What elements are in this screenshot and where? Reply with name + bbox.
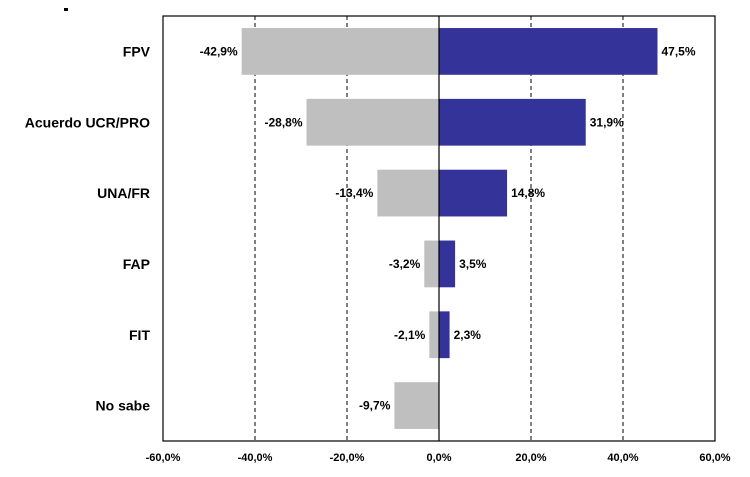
bar — [439, 240, 456, 288]
bar — [377, 169, 439, 217]
category-label: Acuerdo UCR/PRO — [25, 114, 150, 130]
category-labels: FPV Acuerdo UCR/PRO UNA/FR FAP FIT No sabe — [25, 43, 151, 413]
x-tick-label: -20,0% — [330, 452, 365, 464]
data-label: -42,9% — [200, 44, 238, 58]
bar — [241, 28, 439, 75]
bar — [429, 311, 439, 359]
data-label: -13,4% — [335, 186, 373, 200]
data-label: -3,2% — [389, 257, 421, 271]
bar — [439, 28, 658, 75]
x-tick-label: 40,0% — [607, 452, 638, 464]
x-tick-label: -60,0% — [146, 452, 181, 464]
data-label: -28,8% — [264, 115, 302, 129]
data-label: 2,3% — [454, 328, 482, 342]
category-label: FIT — [129, 327, 150, 343]
data-label: 14,8% — [511, 186, 545, 200]
x-tick-label: -40,0% — [238, 452, 273, 464]
data-label: 31,9% — [590, 115, 624, 129]
bars — [241, 28, 658, 429]
data-label: -2,1% — [394, 328, 426, 342]
category-label: No sabe — [96, 398, 151, 414]
bar — [439, 169, 508, 217]
x-tick-label: 20,0% — [515, 452, 546, 464]
category-label: UNA/FR — [97, 185, 150, 201]
category-label: FPV — [123, 43, 151, 59]
data-label: 3,5% — [459, 257, 487, 271]
category-label: FAP — [123, 256, 150, 272]
data-label: 47,5% — [662, 44, 696, 58]
x-tick-label: 0,0% — [426, 452, 451, 464]
data-labels: -42,9% 47,5% -28,8% 31,9% -13,4% 14,8% -3,2% 3,… — [200, 44, 696, 412]
x-tick-label: 60,0% — [699, 452, 730, 464]
bar — [439, 98, 586, 146]
bar — [424, 240, 439, 288]
gridlines — [254, 16, 624, 441]
stray-mark — [64, 8, 68, 11]
bar — [394, 382, 439, 429]
bar — [306, 98, 439, 146]
data-label: -9,7% — [359, 399, 391, 413]
x-axis-ticks: -60,0% -40,0% -20,0% 0,0% 20,0% 40,0% 60,0% — [146, 452, 731, 464]
bar — [439, 311, 450, 359]
